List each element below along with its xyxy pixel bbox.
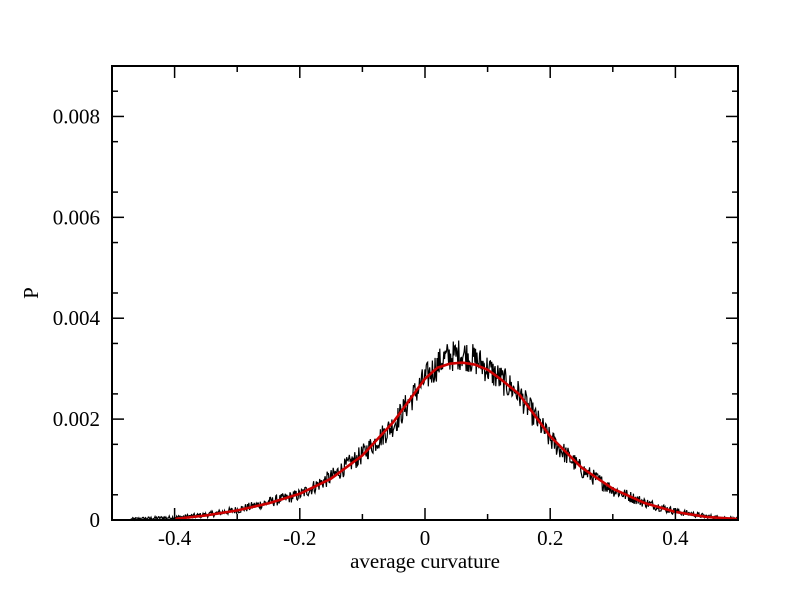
x-tick-label: -0.2 — [283, 526, 316, 550]
y-tick-label: 0.008 — [53, 104, 100, 128]
y-tick-label: 0.006 — [53, 205, 100, 229]
x-tick-label: 0.4 — [662, 526, 689, 550]
x-tick-label: -0.4 — [158, 526, 192, 550]
x-axis-title: average curvature — [350, 549, 500, 573]
y-tick-label: 0 — [90, 508, 101, 532]
axis-ticks: -0.4 -0.2 0 0.2 0.4 0 0.002 0.004 0.006 0.008 — [53, 66, 739, 550]
y-axis-title: P — [19, 287, 43, 299]
x-tick-label: 0 — [420, 526, 431, 550]
y-tick-label: 0.002 — [53, 407, 100, 431]
x-tick-label: 0.2 — [537, 526, 563, 550]
plot-area — [130, 340, 739, 522]
series-fit-curve — [174, 361, 739, 521]
y-tick-label: 0.004 — [53, 306, 101, 330]
